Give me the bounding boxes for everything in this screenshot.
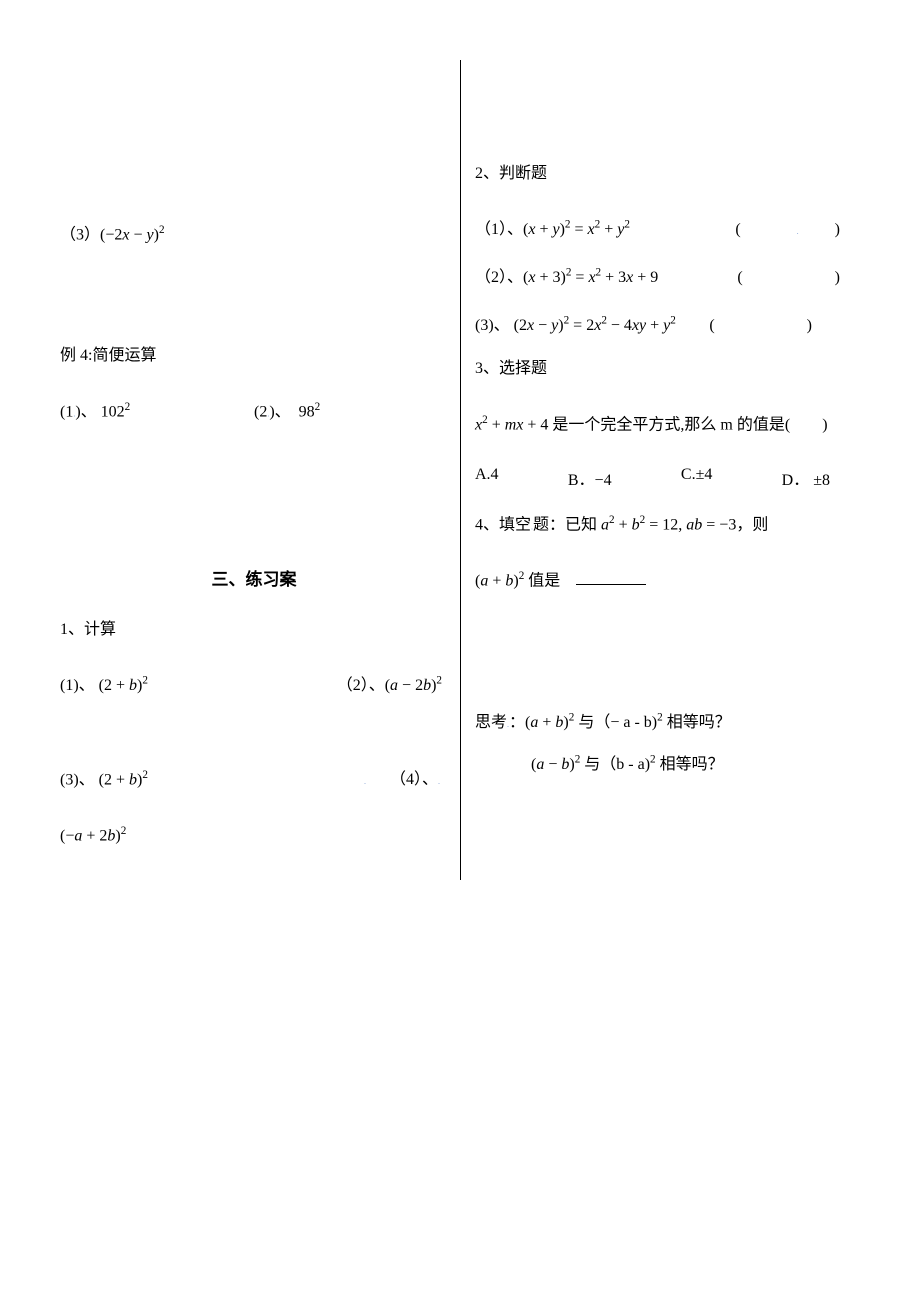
practice-1-3: (3)、 (2 + b)2 (60, 765, 250, 795)
practice-1-row1: (1)、 (2 + b)2 （2）、(a − 2b)2 (60, 671, 448, 695)
practice-1-title: 1、计算 (60, 616, 448, 645)
practice-2-title: 2、判断题 (475, 160, 860, 189)
judge-3: (3)、 (2x − y)2 = 2x2 − 4xy + y2 ( ) (475, 311, 860, 335)
choice-a: A.4 (475, 466, 499, 490)
fill-blank (576, 569, 646, 585)
example-4-1: (1.)、 1022 (60, 397, 254, 427)
judge-1-paren: ( . ) (735, 215, 860, 239)
left-column: （3）(−2x − y)2 例 4:简便运算 (1.)、 1022 (2.)、 … (60, 60, 460, 880)
right-column: 2、判断题 （1）、(x + y)2 = x2 + y2 ( . ) （2）、(… (460, 60, 860, 880)
think-2: (a − b)2 与（b - a)2 相等吗？ (475, 750, 860, 774)
practice-1-2: （2）、(a − 2b)2 (251, 671, 448, 695)
choice-c: C.±4 (681, 466, 712, 490)
judge-1: （1）、(x + y)2 = x2 + y2 ( . ) (475, 215, 860, 239)
judge-2: （2）、(x + 3)2 = x2 + 3x + 9 ( ) (475, 263, 860, 287)
judge-1-expr: （1）、(x + y)2 = x2 + y2 (475, 215, 630, 239)
two-column-layout: （3）(−2x − y)2 例 4:简便运算 (1.)、 1022 (2.)、 … (60, 60, 860, 880)
judge-3-paren: ( ) (709, 311, 832, 335)
practice-1-4b: (−a + 2b)2 (60, 821, 448, 851)
practice-3-choices: A.4 B．−4 C.±4 D． ±8 (475, 466, 860, 490)
think-1: 思考.：(a + b)2 与（− a - b)2 相等吗？ (475, 708, 860, 732)
practice-4-line2: (a + b)2 值是 (475, 566, 860, 596)
practice-3-stem: x2 + mx + 4 是一个完全平方式,那么 m 的值是( ) (475, 410, 860, 440)
practice-3-title: 3、选择题 (475, 355, 860, 384)
choice-b: B．−4 (568, 466, 612, 490)
judge-3-expr: (3)、 (2x − y)2 = 2x2 − 4xy + y2 (475, 311, 676, 335)
judge-2-expr: （2）、(x + 3)2 = x2 + 3x + 9 (475, 263, 658, 287)
example-4-title: 例 4:简便运算 (60, 342, 448, 371)
example-4-2: (2.)、 982 (254, 397, 448, 427)
judge-2-paren: ( ) (737, 263, 860, 287)
section-3-title: 三、练习案 (60, 565, 448, 590)
page: （3）(−2x − y)2 例 4:简便运算 (1.)、 1022 (2.)、 … (0, 0, 920, 1302)
example-4-row: (1.)、 1022 (2.)、 982 (60, 397, 448, 427)
practice-1-4: . （4）、. (250, 766, 448, 795)
choice-d: D． ±8 (782, 466, 830, 490)
practice-1-row2: (3)、 (2 + b)2 . （4）、. (60, 765, 448, 795)
practice-1-1: (1)、 (2 + b)2 (60, 671, 251, 695)
problem-3: （3）(−2x − y)2 (60, 220, 448, 250)
practice-4-title: 4、填空.题：已知 a2 + b2 = 12, ab = −3，则 (475, 510, 860, 540)
